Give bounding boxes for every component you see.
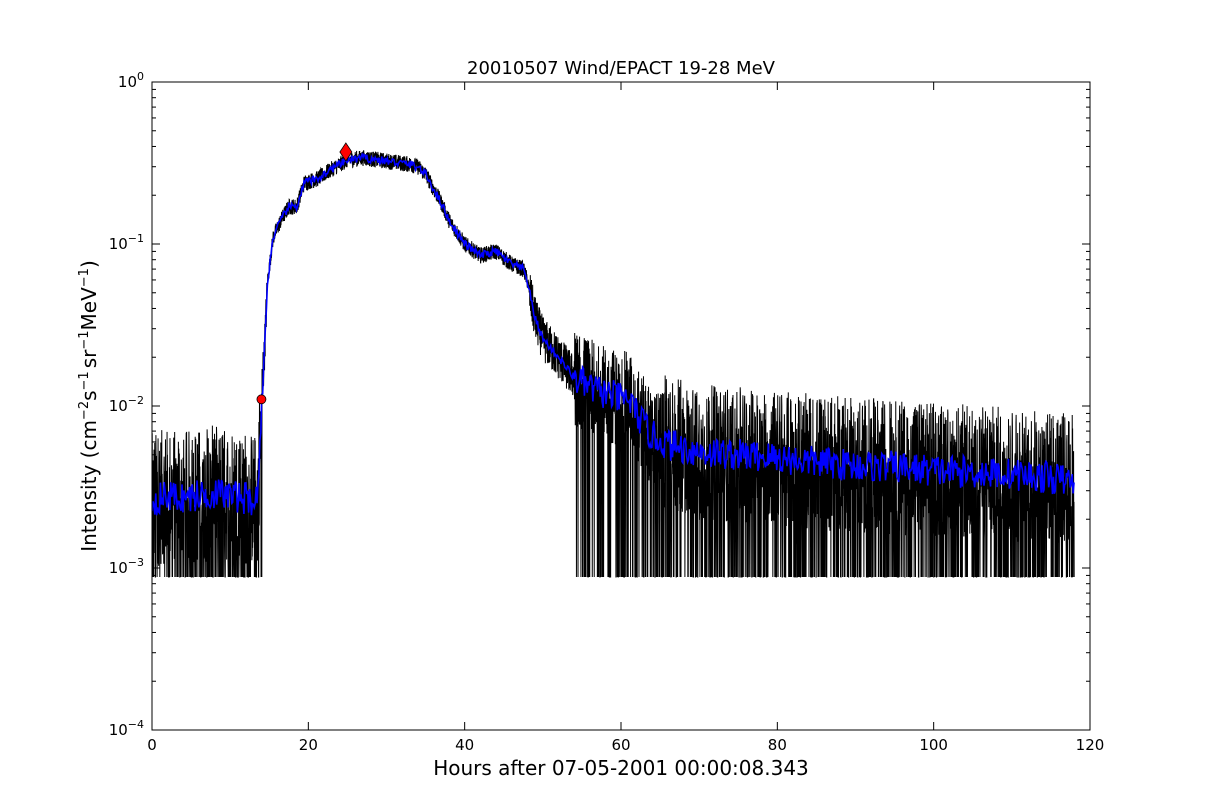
y-axis-label-mid-2: sr [77, 349, 101, 368]
y-axis-label-exp-1: −2 [77, 401, 92, 420]
y-tick-label: 100 [118, 70, 144, 91]
y-axis-label-mid-3: MeV [77, 287, 101, 331]
x-tick-label: 20 [299, 736, 318, 754]
axis-ticks: 0 20 40 60 80 100 120 10−4 10−3 10−2 10−1 100 [109, 70, 1105, 754]
smoothed-intensity-line [152, 151, 1075, 516]
chart-title: 20010507 Wind/EPACT 19-28 MeV [467, 58, 776, 79]
y-axis-label-prefix: Intensity (cm [77, 420, 101, 552]
x-tick-label: 0 [147, 736, 157, 754]
y-axis-label-exp-4: −1 [77, 268, 92, 287]
onset-marker [256, 394, 267, 405]
y-axis-label-mid-1: s [77, 390, 101, 400]
x-axis-label: Hours after 07-05-2001 00:00:08.343 [433, 756, 809, 780]
y-tick-label: 10−3 [109, 556, 144, 577]
x-tick-label: 60 [611, 736, 630, 754]
x-tick-label: 80 [768, 736, 787, 754]
y-axis-label-exp-3: −1 [77, 330, 92, 349]
raw-intensity-line [152, 150, 1075, 578]
y-tick-label: 10−1 [109, 232, 144, 253]
y-axis-label-suffix: ) [77, 260, 101, 268]
x-tick-label: 120 [1076, 736, 1105, 754]
y-axis-label-exp-2: −1 [77, 371, 92, 390]
plot-area [152, 142, 1075, 578]
y-tick-label: 10−4 [109, 718, 144, 739]
y-tick-label: 10−2 [109, 394, 144, 415]
x-tick-label: 40 [455, 736, 474, 754]
y-axis-label: Intensity (cm−2s−1sr−1MeV−1) [77, 260, 101, 552]
x-tick-label: 100 [919, 736, 948, 754]
peak-marker [339, 142, 353, 162]
